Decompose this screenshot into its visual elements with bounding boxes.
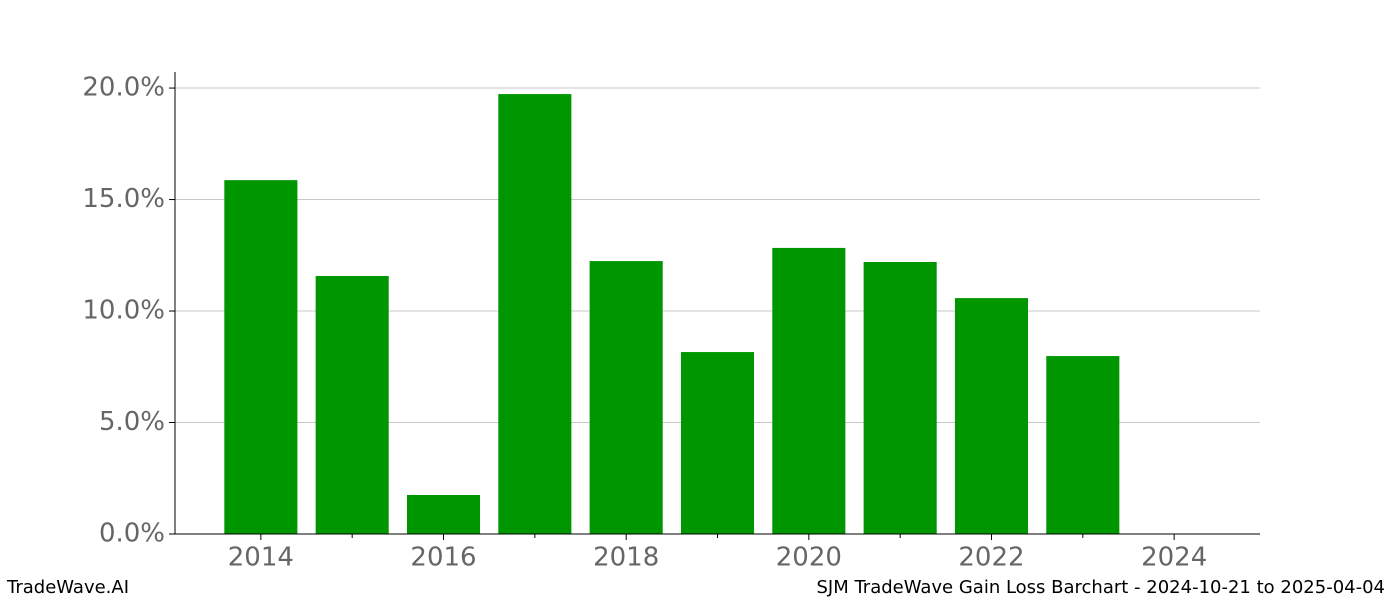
- y-tick-label: 15.0%: [82, 184, 165, 214]
- x-tick-label: 2016: [410, 543, 476, 573]
- y-tick-label: 10.0%: [82, 296, 165, 326]
- bar: [1046, 356, 1120, 534]
- bar: [863, 261, 937, 534]
- y-tick-label: 5.0%: [99, 407, 165, 437]
- x-tick-label: 2018: [593, 543, 659, 573]
- footer-left: TradeWave.AI: [6, 577, 129, 598]
- x-tick-label: 2022: [958, 543, 1024, 573]
- bar: [224, 180, 298, 534]
- x-tick-label: 2014: [228, 543, 294, 573]
- y-tick-label: 20.0%: [82, 73, 165, 103]
- bar: [589, 261, 663, 534]
- x-tick-label: 2024: [1141, 543, 1207, 573]
- bar: [498, 94, 572, 534]
- bar: [772, 247, 846, 535]
- footer-right: SJM TradeWave Gain Loss Barchart - 2024-…: [816, 577, 1385, 598]
- bar: [406, 494, 481, 534]
- x-tick-label: 2020: [776, 543, 842, 573]
- bar: [680, 352, 755, 534]
- bar: [954, 298, 1029, 534]
- y-tick-label: 0.0%: [99, 519, 165, 549]
- bar: [315, 276, 389, 534]
